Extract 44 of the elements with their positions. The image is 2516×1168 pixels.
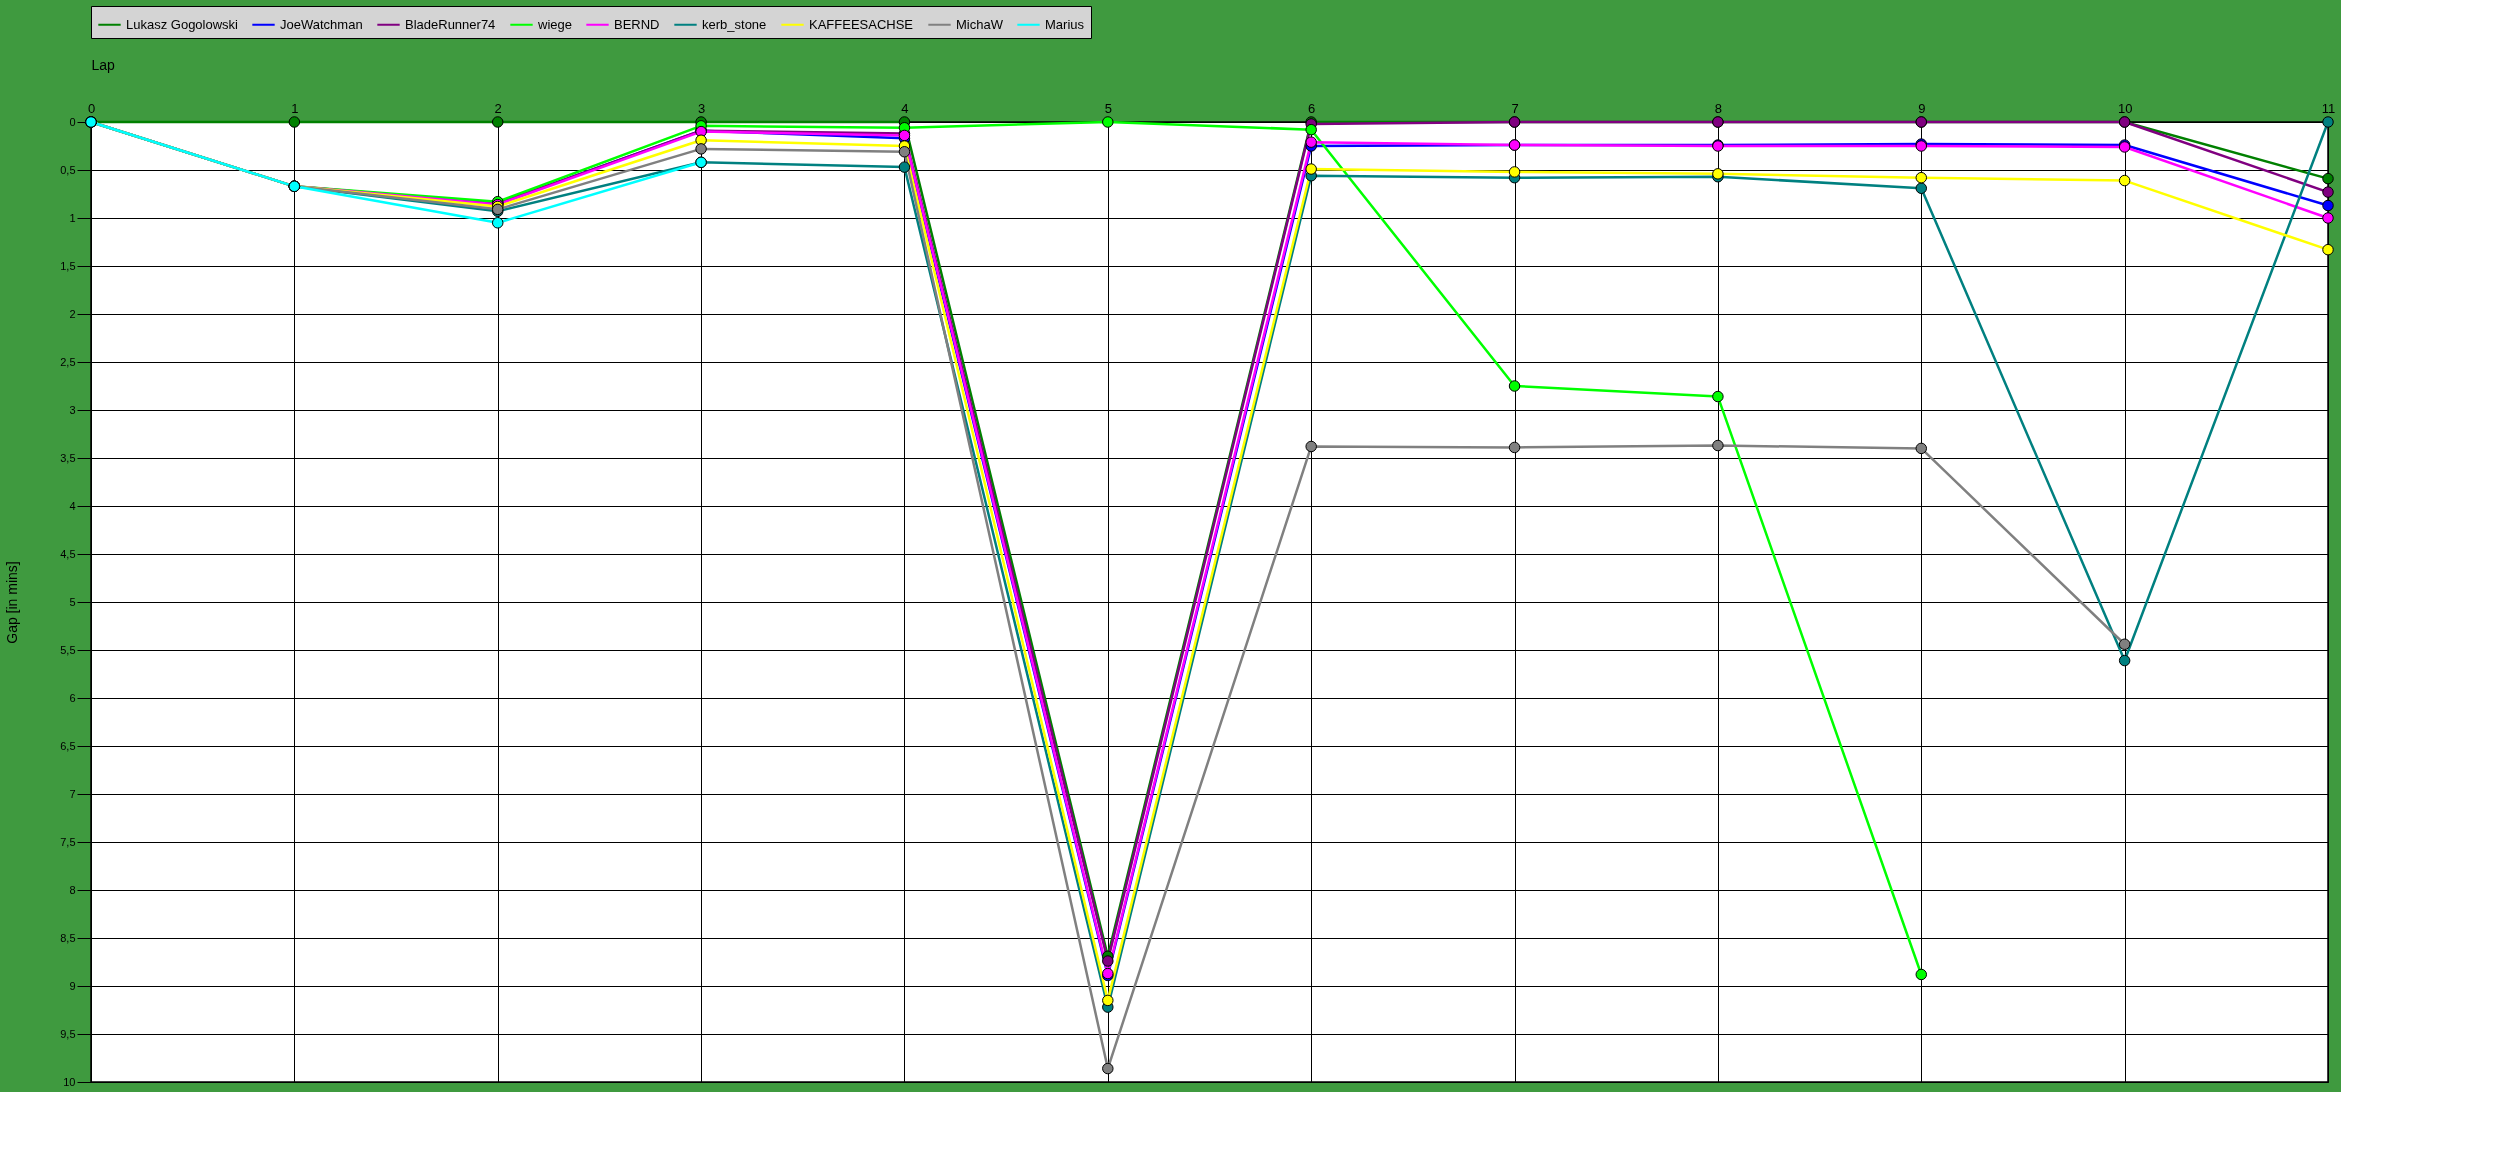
y-tick-label: 10 <box>63 1075 76 1088</box>
y-axis-title: Gap [in mins] <box>4 561 21 644</box>
y-tick-label: 8 <box>69 883 76 896</box>
x-tick-label: 10 <box>2117 100 2133 116</box>
legend-label: MichaW <box>956 16 1004 32</box>
legend-label: JoeWatchman <box>280 16 363 32</box>
y-tick-label: 1 <box>69 211 76 224</box>
x-tick-label: 2 <box>494 100 502 116</box>
legend-label: Marius <box>1045 16 1085 32</box>
x-tick-label: 3 <box>697 100 706 116</box>
y-tick-label: 9,5 <box>60 1027 76 1040</box>
legend-label: KAFFEESACHSE <box>809 16 914 32</box>
y-tick-label: 9 <box>69 979 76 992</box>
y-tick-label: 1,5 <box>60 259 76 272</box>
x-tick-label: 1 <box>291 100 299 116</box>
x-tick-label: 4 <box>901 100 909 116</box>
y-tick-label: 3 <box>69 403 76 416</box>
y-tick-label: 2,5 <box>60 355 76 368</box>
y-tick-label: 0 <box>69 115 76 128</box>
x-tick-label: 5 <box>1104 100 1112 116</box>
x-tick-label: 11 <box>2321 100 2336 116</box>
x-tick-label: 0 <box>87 100 96 116</box>
y-tick-label: 3,5 <box>60 451 76 464</box>
y-tick-label: 0,5 <box>60 163 76 176</box>
y-tick-label: 7,5 <box>60 835 76 848</box>
x-tick-label: 9 <box>1918 100 1926 116</box>
y-tick-label: 4,5 <box>60 547 76 560</box>
y-tick-label: 2 <box>69 307 76 320</box>
legend-label: BladeRunner74 <box>405 16 496 32</box>
x-tick-label: 8 <box>1714 100 1723 116</box>
x-tick-label: 6 <box>1308 100 1316 116</box>
y-tick-label: 4 <box>69 499 76 512</box>
y-tick-label: 6 <box>69 691 76 704</box>
y-tick-label: 7 <box>69 787 76 800</box>
y-tick-label: 8,5 <box>60 931 76 944</box>
legend-label: Lukasz Gogolowski <box>126 16 239 32</box>
legend-label: kerb_stone <box>702 16 767 32</box>
x-tick-label: 7 <box>1511 100 1519 116</box>
y-tick-label: 5 <box>69 595 76 608</box>
y-tick-label: 5,5 <box>60 643 76 656</box>
legend-label: wiege <box>537 16 572 32</box>
x-axis-title: Lap <box>91 56 116 73</box>
legend-label: BERND <box>614 16 660 32</box>
y-tick-label: 6,5 <box>60 739 76 752</box>
